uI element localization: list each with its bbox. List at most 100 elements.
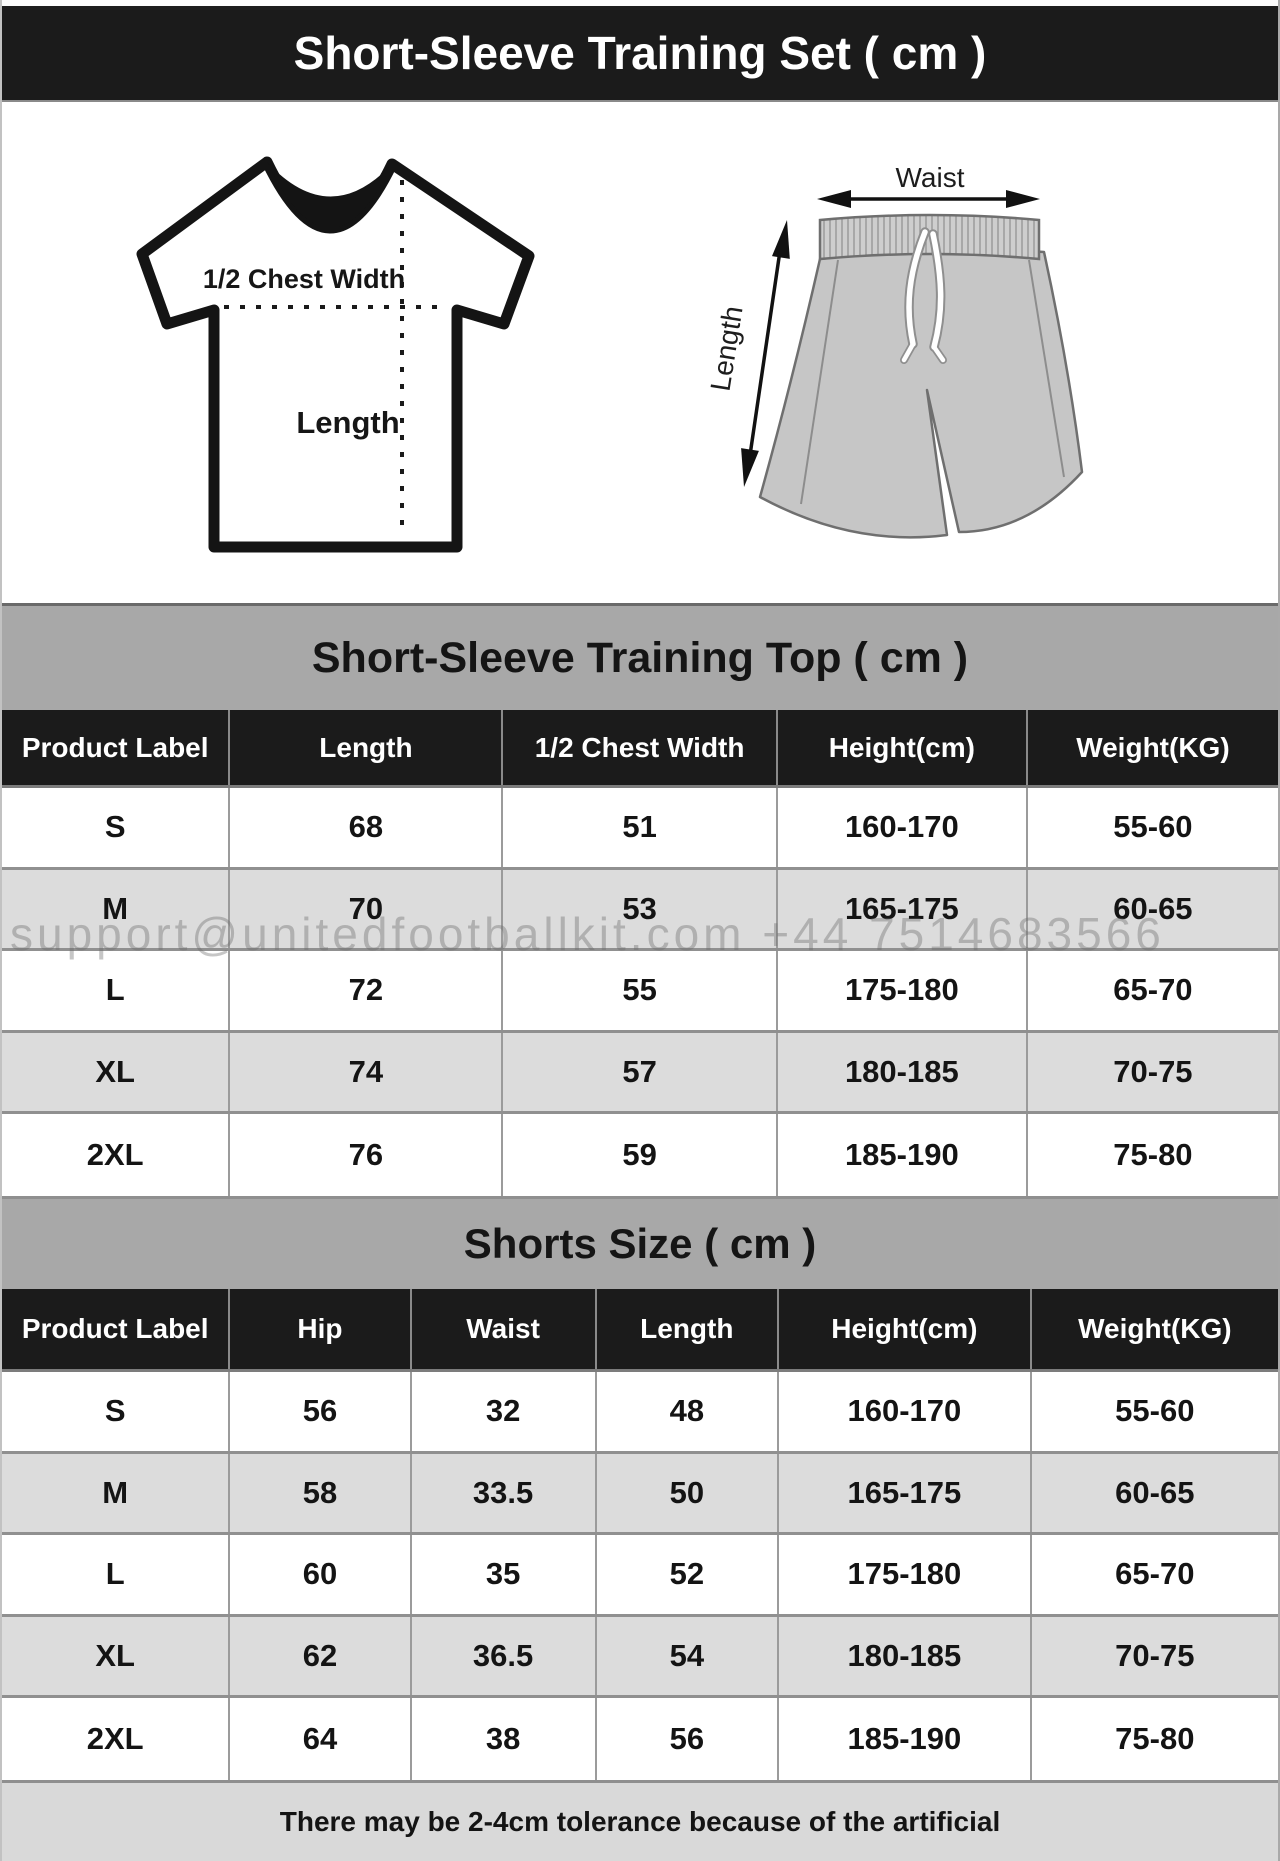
row-label: M (2, 869, 231, 949)
cell: 76 (230, 1114, 504, 1196)
cell: 35 (412, 1535, 597, 1614)
cell: 58 (230, 1453, 412, 1533)
column-header: Weight(KG) (1076, 731, 1230, 763)
cell: 72 (230, 951, 504, 1030)
cell: 59 (503, 1114, 778, 1196)
shorts-waist-label: Waist (896, 162, 965, 193)
shorts-length-label: Length (705, 304, 749, 393)
cell: 165-175 (778, 869, 1028, 949)
cell: 33.5 (412, 1453, 597, 1533)
page-title: Short-Sleeve Training Set ( cm ) (293, 27, 987, 79)
top-table-body: S 68 51 160-170 55-60 M 70 53 165-175 60… (2, 788, 1278, 1196)
shorts-table-title-band: Shorts Size ( cm ) (2, 1195, 1278, 1289)
column-header: Product Label (2, 710, 231, 785)
row-label: M (2, 1453, 231, 1533)
top-table-title-band: Short-Sleeve Training Top ( cm ) (2, 603, 1278, 710)
cell: 160-170 (778, 788, 1028, 867)
cell: 56 (597, 1698, 780, 1780)
cell: 70-75 (1113, 1054, 1193, 1090)
page-title-bar: Short-Sleeve Training Set ( cm ) (2, 6, 1278, 102)
row-label: S (2, 1371, 231, 1451)
tshirt-collar (267, 162, 392, 229)
cell: 180-185 (779, 1616, 1032, 1696)
cell: 68 (230, 788, 504, 867)
table-row-m: M 70 53 165-175 60-65 (2, 869, 1278, 952)
shorts-left-crease (800, 259, 839, 505)
column-header: Length (597, 1288, 780, 1369)
cell: 185-190 (778, 1114, 1028, 1196)
column-header: Height(cm) (778, 710, 1028, 785)
cell: 62 (230, 1616, 412, 1696)
cell: 53 (503, 869, 778, 949)
cell: 55-60 (1115, 1393, 1195, 1429)
cell: 70-75 (1115, 1638, 1195, 1674)
top-table-header-row: Product Label Length 1/2 Chest Width Hei… (2, 710, 1278, 788)
measurement-diagrams: 1/2 Chest Width Length (2, 102, 1278, 603)
cell: 55-60 (1113, 809, 1193, 845)
tolerance-note-bar: There may be 2-4cm tolerance because of … (2, 1779, 1278, 1861)
top-margin (2, 0, 1278, 6)
row-label: XL (2, 1032, 231, 1112)
tshirt-length-label: Length (296, 405, 399, 440)
row-label: L (2, 1535, 231, 1614)
tshirt-diagram: 1/2 Chest Width Length (136, 156, 535, 553)
cell: 60-65 (1115, 1474, 1195, 1510)
column-header: Hip (230, 1288, 412, 1369)
cell: 185-190 (779, 1698, 1032, 1780)
column-header: Waist (412, 1288, 597, 1369)
shorts-table-title: Shorts Size ( cm ) (463, 1219, 817, 1267)
table-row-s: S 56 32 48 160-170 55-60 (2, 1371, 1278, 1454)
tolerance-note: There may be 2-4cm tolerance because of … (279, 1805, 1001, 1837)
cell: 74 (230, 1032, 504, 1112)
table-row-2xl: 2XL 64 38 56 185-190 75-80 (2, 1698, 1278, 1780)
cell: 65-70 (1113, 972, 1193, 1008)
row-label: S (2, 788, 231, 867)
cell: 32 (412, 1371, 597, 1451)
cell: 175-180 (779, 1535, 1032, 1614)
cell: 48 (597, 1371, 780, 1451)
cell: 56 (230, 1371, 412, 1451)
cell: 165-175 (779, 1453, 1032, 1533)
cell: 54 (597, 1616, 780, 1696)
shorts-diagram: Waist Length (705, 162, 1084, 539)
cell: 55 (503, 951, 778, 1030)
shorts-length-arrow (741, 220, 790, 487)
cell: 60 (230, 1535, 412, 1614)
tshirt-chest-label: 1/2 Chest Width (203, 264, 405, 294)
table-row-xl: XL 62 36.5 54 180-185 70-75 (2, 1616, 1278, 1699)
cell: 38 (412, 1698, 597, 1780)
row-label: XL (2, 1616, 231, 1696)
column-header: Height(cm) (779, 1288, 1032, 1369)
cell: 75-80 (1115, 1721, 1195, 1757)
table-row-xl: XL 74 57 180-185 70-75 (2, 1032, 1278, 1115)
cell: 52 (597, 1535, 780, 1614)
shorts-right-crease (1028, 259, 1065, 478)
table-row-l: L 60 35 52 175-180 65-70 (2, 1535, 1278, 1617)
table-row-l: L 72 55 175-180 65-70 (2, 951, 1278, 1033)
cell: 65-70 (1115, 1556, 1195, 1592)
cell: 160-170 (779, 1371, 1032, 1451)
top-table-title: Short-Sleeve Training Top ( cm ) (311, 633, 969, 682)
cell: 64 (230, 1698, 412, 1780)
cell: 70 (230, 869, 504, 949)
waist-arrow (817, 190, 1040, 208)
cell: 50 (597, 1453, 780, 1533)
column-header: 1/2 Chest Width (503, 710, 778, 785)
cell: 175-180 (778, 951, 1028, 1030)
row-label: 2XL (2, 1698, 231, 1780)
table-row-s: S 68 51 160-170 55-60 (2, 788, 1278, 870)
cell: 51 (503, 788, 778, 867)
table-row-2xl: 2XL 76 59 185-190 75-80 (2, 1114, 1278, 1196)
cell: 57 (503, 1032, 778, 1112)
cell: 180-185 (778, 1032, 1028, 1112)
column-header: Length (230, 710, 504, 785)
row-label: L (2, 951, 231, 1030)
column-header: Weight(KG) (1078, 1312, 1232, 1344)
row-label: 2XL (2, 1114, 231, 1196)
shorts-drawstring (900, 227, 947, 364)
cell: 36.5 (412, 1616, 597, 1696)
column-header: Product Label (2, 1288, 231, 1369)
cell: 75-80 (1113, 1137, 1193, 1173)
shorts-table-body: S 56 32 48 160-170 55-60 M 58 33.5 50 16… (2, 1371, 1278, 1780)
